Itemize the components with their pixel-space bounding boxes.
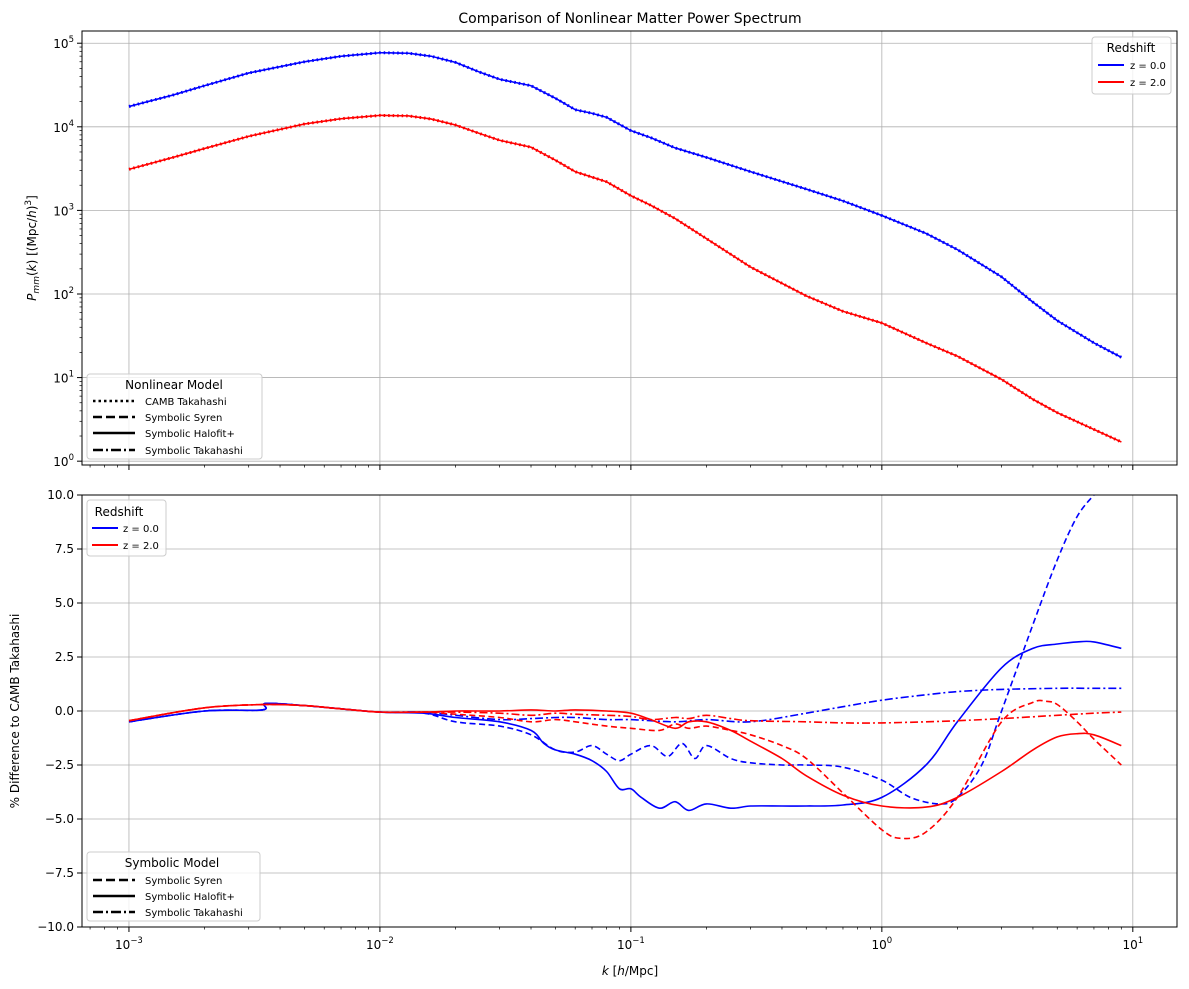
top-line-symbolic-halofit-z20 [128, 114, 1122, 443]
legend-title: Redshift [1107, 41, 1156, 55]
top-model-legend: Nonlinear Model CAMB Takahashi Symbolic … [86, 373, 263, 460]
bottom-y-tick-label: −5.0 [45, 812, 74, 826]
top-y-ticks: 100 101 102 103 104 105 [53, 35, 82, 469]
bottom-x-tick-label: 101 [1122, 936, 1143, 952]
bottom-x-ticks: 10−3 10−2 10−1 100 101 [89, 927, 1143, 952]
bottom-y-tick-label: 10.0 [47, 488, 74, 502]
top-line-symbolic-halofit-z00 [128, 51, 1122, 358]
bottom-x-tick-label: 10−1 [617, 936, 645, 952]
top-y-tick-label: 103 [53, 202, 74, 218]
bottom-series-layer [128, 495, 1122, 840]
top-y-axis-label: Pmm(k) [(Mpc/h)3] [24, 195, 42, 301]
bottom-y-tick-label: −2.5 [45, 758, 74, 772]
legend-label-symbolic-takahashi: Symbolic Takahashi [145, 446, 243, 457]
legend-label-symbolic-syren: Symbolic Syren [145, 413, 222, 424]
top-series-layer [128, 51, 1122, 444]
bottom-x-tick-label: 100 [871, 936, 892, 952]
top-y-tick-label: 100 [53, 453, 74, 469]
bottom-y-tick-label: 2.5 [55, 650, 74, 664]
legend-label-symbolic-syren: Symbolic Syren [145, 876, 222, 887]
legend-label-camb-takahashi: CAMB Takahashi [145, 397, 227, 408]
legend-label-symbolic-takahashi: Symbolic Takahashi [145, 908, 243, 919]
bottom-model-legend: Symbolic Model Symbolic Syren Symbolic H… [86, 851, 261, 922]
top-gridlines [82, 31, 1177, 465]
top-y-tick-label: 104 [53, 119, 74, 135]
bottom-y-tick-label: 0.0 [55, 704, 74, 718]
top-panel-power-spectrum: 100 101 102 103 104 105 Comparison of Nonline… [24, 11, 1178, 470]
legend-label-z0: z = 0.0 [1130, 61, 1166, 72]
bottom-x-axis-label: k [h/Mpc] [602, 964, 658, 978]
bottom-y-tick-label: −10.0 [37, 920, 74, 934]
legend-label-symbolic-halofit: Symbolic Halofit+ [145, 429, 235, 440]
bottom-y-tick-label: 7.5 [55, 542, 74, 556]
bottom-x-tick-label: 10−2 [366, 936, 394, 952]
bottom-panel-percent-difference: 10−3 10−2 10−1 100 101 −10.0 −7.5 −5.0 −2.5 0.0 2… [8, 488, 1178, 978]
legend-label-z0: z = 0.0 [123, 524, 159, 535]
legend-label-z2: z = 2.0 [1130, 78, 1166, 89]
legend-label-z2: z = 2.0 [123, 541, 159, 552]
bottom-y-tick-label: −7.5 [45, 866, 74, 880]
top-x-ticks [89, 465, 1134, 470]
top-redshift-legend: Redshift z = 0.0 z = 2.0 [1091, 36, 1172, 95]
bottom-line-symbolic-takahashi-z00 [128, 687, 1122, 723]
legend-title: Redshift [95, 505, 144, 519]
bottom-x-tick-label: 10−3 [115, 936, 143, 952]
bottom-line-symbolic-takahashi-z20 [128, 703, 1122, 724]
top-y-tick-label: 105 [53, 35, 74, 51]
bottom-line-symbolic-syren-z20 [128, 699, 1122, 840]
bottom-y-tick-label: 5.0 [55, 596, 74, 610]
bottom-y-ticks: −10.0 −7.5 −5.0 −2.5 0.0 2.5 5.0 7.5 10.0 [37, 488, 82, 934]
legend-title: Symbolic Model [125, 856, 219, 870]
top-plot-frame [81, 30, 1178, 466]
legend-title: Nonlinear Model [125, 378, 223, 392]
top-y-tick-label: 102 [53, 286, 74, 302]
bottom-redshift-legend: Redshift z = 0.0 z = 2.0 [86, 499, 167, 557]
top-chart-title: Comparison of Nonlinear Matter Power Spe… [458, 11, 801, 27]
bottom-y-axis-label: % Difference to CAMB Takahashi [8, 614, 22, 809]
top-y-tick-label: 101 [53, 370, 74, 386]
legend-label-symbolic-halofit: Symbolic Halofit+ [145, 892, 235, 903]
